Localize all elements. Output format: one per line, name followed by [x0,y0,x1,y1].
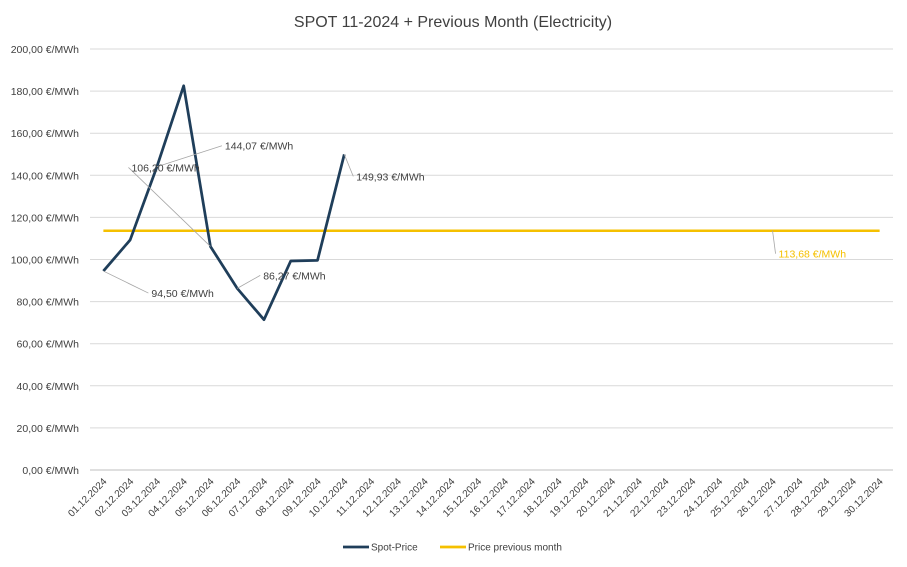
x-axis-ticks: 01.12.202402.12.202403.12.202404.12.2024… [66,476,886,519]
y-tick-label: 20,00 €/MWh [17,423,80,435]
data-label-leader [343,154,354,177]
spot-price-line [102,84,346,322]
data-label-leader [128,167,211,247]
data-label-leader [103,270,149,294]
y-tick-label: 80,00 €/MWh [17,297,80,309]
chart-title: SPOT 11-2024 + Previous Month (Electrici… [294,14,612,31]
series [102,84,880,322]
legend: Spot-Price Price previous month [343,543,562,554]
data-label-leader [772,230,776,254]
y-tick-label: 40,00 €/MWh [17,381,80,393]
legend-previous-month-label: Price previous month [468,543,562,554]
legend-spot-price-label: Spot-Price [371,543,418,554]
data-label: 86,27 €/MWh [263,270,326,282]
data-label: 106,20 €/MWh [131,162,199,174]
y-axis-ticks: 0,00 €/MWh 20,00 €/MWh 40,00 €/MWh 60,00 €/… [11,44,79,477]
data-label: 149,93 €/MWh [356,171,424,183]
data-label: 144,07 €/MWh [225,141,293,153]
y-tick-label: 60,00 €/MWh [17,339,80,351]
data-labels: 94,50 €/MWh 144,07 €/MWh 106,20 €/MWh 86,27… [103,141,846,300]
y-tick-label: 100,00 €/MWh [11,255,79,267]
y-tick-label: 160,00 €/MWh [11,128,79,140]
y-tick-label: 140,00 €/MWh [11,170,79,182]
data-label-leader [156,145,223,168]
y-tick-label: 200,00 €/MWh [11,44,79,56]
y-tick-label: 120,00 €/MWh [11,212,79,224]
y-tick-label: 180,00 €/MWh [11,86,79,98]
data-label-leader [237,275,261,289]
data-label: 113,68 €/MWh [779,249,847,261]
y-tick-label: 0,00 €/MWh [22,465,79,477]
data-label: 94,50 €/MWh [151,288,214,300]
grid [90,48,893,471]
